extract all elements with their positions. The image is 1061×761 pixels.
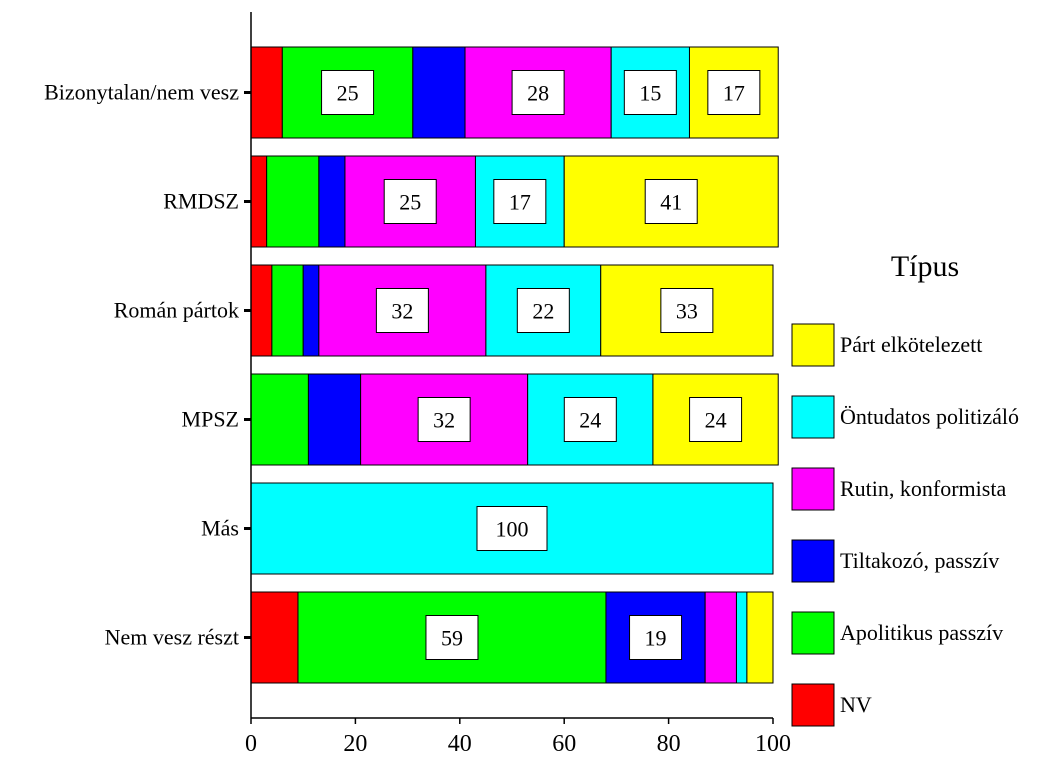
bar-rmdsz-apolitikus-passziv [266,155,320,248]
legend-title: Típus [891,250,959,283]
y-tick-label-mpsz: MPSZ [182,407,239,432]
data-label-box-bizonytalan-nem-vesz-ontudatos-politizalo [623,70,677,115]
x-tick-label-60: 60 [552,731,576,756]
y-tick-label-bizonytalan-nem-vesz: Bizonytalan/nem vesz [44,80,239,105]
legend-swatch-part-elkotelezett [791,323,835,367]
bar-nem-vesz-reszt-ontudatos-politizalo [735,591,748,684]
bars-layer [250,46,779,684]
y-tick-label-rmdsz: RMDSZ [163,189,239,214]
data-label-roman-partok-ontudatos-politizalo: 22 [532,299,554,324]
data-label-mpsz-ontudatos-politizalo: 24 [579,408,601,433]
data-label-bizonytalan-nem-vesz-rutin-konformista: 28 [527,81,549,106]
data-label-rmdsz-rutin-konformista: 25 [399,190,421,215]
legend-swatch-ontudatos-politizalo [791,395,835,439]
x-tick-label-20: 20 [343,731,367,756]
legend-label-apolitikus-passziv: Apolitikus passzív [840,620,1003,645]
bar-nem-vesz-reszt-rutin-konformista [704,591,737,684]
bar-bizonytalan-nem-vesz-tiltakozo-passziv [412,46,466,139]
legend-swatch-tiltakozo-passziv [791,539,835,583]
data-label-roman-partok-rutin-konformista: 32 [391,299,413,324]
y-tick-label-nem-vesz-reszt: Nem vesz részt [105,625,239,650]
data-label-box-mpsz-rutin-konformista [417,397,471,442]
data-label-mas-ontudatos-politizalo: 100 [496,517,529,542]
x-tick-label-100: 100 [755,731,791,756]
legend-swatch-rutin-konformista [791,467,835,511]
x-tick-label-40: 40 [448,731,472,756]
data-label-box-roman-partok-ontudatos-politizalo [516,288,570,333]
data-label-box-mpsz-part-elkotelezett [689,397,743,442]
legend-label-ontudatos-politizalo: Öntudatos politizáló [840,404,1019,429]
bar-roman-partok-apolitikus-passziv [271,264,304,357]
legend-label-rutin-konformista: Rutin, konformista [840,476,1006,501]
data-label-mpsz-part-elkotelezett: 24 [705,408,727,433]
data-label-box-rmdsz-ontudatos-politizalo [493,179,547,224]
legend-label-tiltakozo-passziv: Tiltakozó, passzív [840,548,999,573]
legend-label-nv: NV [840,692,872,717]
data-label-roman-partok-part-elkotelezett: 33 [676,299,698,324]
legend-label-part-elkotelezett: Párt elkötelezett [840,332,982,357]
bar-roman-partok-nv [250,264,273,357]
bar-mas-ontudatos-politizalo [250,482,774,575]
data-label-box-rmdsz-part-elkotelezett [644,179,698,224]
y-tick-label-roman-partok: Román pártok [114,298,239,323]
legend: Típus Párt elkötelezett Öntudatos politizá… [791,250,1019,727]
data-labels: 25 28 15 17 25 17 41 32 22 33 32 24 24 100 59 19 [321,70,761,660]
data-label-bizonytalan-nem-vesz-apolitikus-passziv: 25 [337,81,359,106]
data-label-box-roman-partok-rutin-konformista [375,288,429,333]
data-label-box-mpsz-ontudatos-politizalo [563,397,617,442]
data-label-box-bizonytalan-nem-vesz-rutin-konformista [511,70,565,115]
data-label-nem-vesz-reszt-tiltakozo-passziv: 19 [645,626,667,651]
bar-rmdsz-nv [250,155,268,248]
data-label-box-roman-partok-part-elkotelezett [660,288,714,333]
bar-bizonytalan-nem-vesz-nv [250,46,283,139]
x-tick-label-80: 80 [657,731,681,756]
data-label-box-nem-vesz-reszt-tiltakozo-passziv [629,615,683,660]
bar-nem-vesz-reszt-nv [250,591,299,684]
bar-rmdsz-tiltakozo-passziv [318,155,346,248]
bar-mpsz-tiltakozo-passziv [307,373,362,466]
data-label-bizonytalan-nem-vesz-part-elkotelezett: 17 [723,81,745,106]
data-label-rmdsz-part-elkotelezett: 41 [660,190,682,215]
bar-nem-vesz-reszt-part-elkotelezett [746,591,774,684]
data-label-box-nem-vesz-reszt-apolitikus-passziv [425,615,479,660]
axes: Bizonytalan/nem vesz RMDSZ Román pártok MPS… [44,12,791,757]
data-label-box-bizonytalan-nem-vesz-part-elkotelezett [707,70,761,115]
data-label-nem-vesz-reszt-apolitikus-passziv: 59 [441,626,463,651]
data-label-box-rmdsz-rutin-konformista [383,179,437,224]
data-label-rmdsz-ontudatos-politizalo: 17 [509,190,531,215]
data-label-box-bizonytalan-nem-vesz-apolitikus-passziv [321,70,375,115]
data-label-bizonytalan-nem-vesz-ontudatos-politizalo: 15 [639,81,661,106]
bar-roman-partok-tiltakozo-passziv [302,264,320,357]
bar-mpsz-apolitikus-passziv [250,373,309,466]
data-label-mpsz-rutin-konformista: 32 [433,408,455,433]
data-label-box-mas-ontudatos-politizalo [476,506,548,551]
y-tick-label-mas: Más [201,516,239,541]
x-tick-label-0: 0 [245,731,257,756]
legend-swatch-apolitikus-passziv [791,611,835,655]
legend-swatch-nv [791,683,835,727]
